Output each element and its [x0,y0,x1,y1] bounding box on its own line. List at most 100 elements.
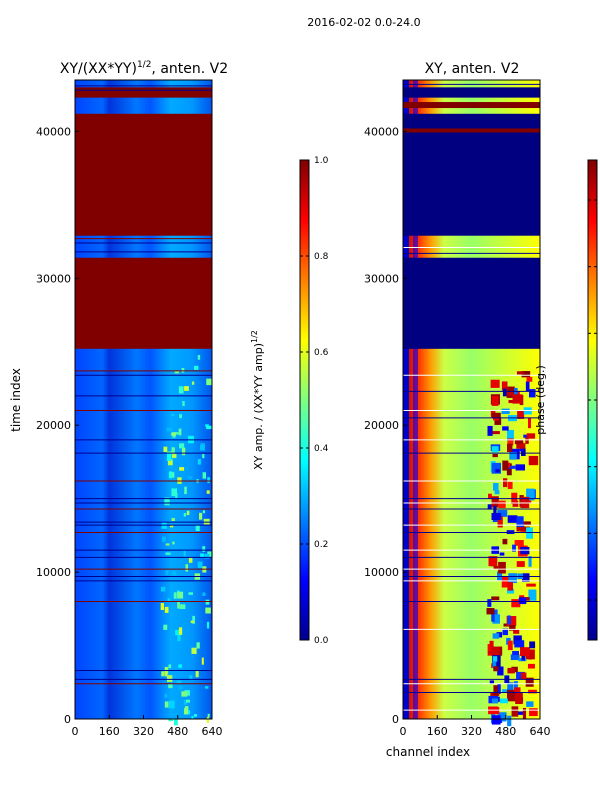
phase-speckle [507,640,513,651]
phase-speckle [528,389,536,398]
phase-speckle [526,701,534,707]
amplitude-speckle [184,386,189,391]
amplitude-speckle [178,664,182,668]
phase-speckle [513,635,522,645]
amplitude-speckle [202,472,207,479]
amplitude-speckle [180,604,186,610]
amplitude-speckle [193,714,197,717]
amplitude-y-tick-label: 20000 [36,419,71,432]
phase-x-tick-label: 640 [530,725,551,738]
amplitude-speckle [183,699,188,705]
amplitude-speckle [178,685,183,690]
phase-speckle [488,556,498,567]
phase-speckle [527,663,535,669]
phase-panel-title: XY, anten. V2 [425,61,520,77]
amplitude-speckle [163,624,168,630]
amplitude-speckle [178,386,184,394]
amplitude-saturated-block [75,113,212,236]
amplitude-speckle [202,510,206,514]
phase-speckle [528,455,539,466]
phase-speckle [507,582,514,591]
amplitude-x-axis: 0 160 320 480 640 [72,715,223,738]
amplitude-speckle [171,432,176,436]
phase-panel: XY, anten. V2 0 160 320 480 640 0 10000 20000 3… [364,61,551,759]
phase-speckle [493,482,499,491]
phase-speckle [491,596,500,601]
amplitude-speckle [181,691,188,697]
phase-speckle [497,571,503,581]
amplitude-speckle [173,592,177,599]
phase-speckle [516,443,526,449]
amplitude-speckle [204,553,210,559]
phase-speckle [516,561,525,567]
phase-speckle [511,706,519,717]
phase-speckle [502,388,507,397]
phase-y-tick-label: 20000 [364,419,399,432]
amplitude-speckle [197,354,201,360]
phase-x-tick-label: 480 [495,725,516,738]
amplitude-speckle [181,368,185,373]
phase-speckle [520,526,530,532]
phase-speckle [512,500,519,507]
amplitude-speckle [174,432,179,435]
phase-speckle [520,496,530,508]
phase-saturated-block [403,257,540,349]
amplitude-speckle [191,381,195,385]
amplitude-speckle [186,699,190,703]
phase-speckle [520,546,530,555]
phase-speckle [521,521,531,526]
amplitude-speckle [207,551,213,557]
phase-speckle [489,640,494,649]
phase-y-tick-label: 0 [392,713,399,726]
phase-speckle [487,504,492,510]
phase-speckle [506,391,514,396]
amplitude-speckle [164,701,169,708]
phase-speckle [511,599,521,608]
phase-speckle [527,417,532,429]
amplitude-y-tick-label: 0 [64,713,71,726]
amplitude-x-tick-label: 480 [167,725,188,738]
amplitude-speckle [163,446,168,452]
phase-speckle [497,684,501,695]
amplitude-speckle [205,607,211,614]
amplitude-speckle [188,476,193,479]
amplitude-speckle [164,606,169,613]
phase-speckle [509,451,517,460]
phase-heatmap [403,80,540,727]
amplitude-speckle [192,615,195,624]
amplitude-y-axis-label: time index [9,368,23,432]
amplitude-speckle [188,592,193,595]
amplitude-speckle [188,557,193,563]
phase-speckle [529,641,536,649]
amplitude-speckle [175,492,178,499]
phase-speckle [492,431,500,435]
phase-speckle [514,439,524,445]
phase-speckle [525,677,534,687]
amplitude-x-tick-label: 320 [133,725,154,738]
amplitude-speckle [161,671,165,677]
amplitude-speckle [178,428,182,436]
amplitude-speckle [206,717,210,723]
amplitude-speckle [184,486,187,495]
phase-speckle [501,381,508,391]
phase-speckle [526,433,536,439]
phase-speckle [498,500,506,509]
amplitude-speckle [171,447,175,455]
amplitude-speckle [166,451,173,454]
amplitude-speckle [167,459,173,466]
phase-speckle [486,608,495,615]
phase-speckle [507,682,514,693]
phase-speckle [521,371,531,378]
amplitude-speckle [191,716,194,720]
amplitude-y-tick-label: 10000 [36,566,71,579]
phase-speckle [506,463,512,476]
phase-speckle [515,464,525,471]
phase-speckle [488,493,492,499]
amplitude-speckle [189,675,193,681]
amplitude-speckle [178,627,183,635]
amplitude-colorbar-tick-label: 0.6 [314,348,329,358]
phase-speckle [502,628,508,636]
amplitude-speckle [171,472,175,478]
amplitude-speckle [168,471,173,479]
amplitude-speckle [206,621,210,629]
